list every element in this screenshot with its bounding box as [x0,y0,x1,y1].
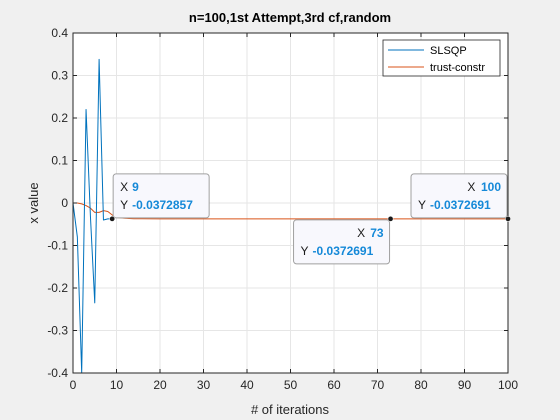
legend-label-slsqp: SLSQP [430,45,467,57]
ticks: 0 10 20 30 40 50 60 70 80 90 100 -0.4 -0.3 -0.2 -0.1 0 0… [47,26,518,392]
datatip-y-label: Y [120,198,128,212]
datatip-box [112,173,210,219]
datatip-x-value: 9 [132,180,139,194]
y-axis-label: x value [26,182,41,223]
x-tick-label: 100 [498,378,518,392]
x-tick-label: 20 [153,378,167,392]
y-tick-label: 0.2 [51,111,68,125]
datatip-y-value: -0.0372691 [430,198,491,212]
x-tick-label: 80 [414,378,428,392]
datatip-x-label: X [120,180,128,194]
y-tick-label: -0.2 [47,281,68,295]
datatip-marker [505,215,511,222]
chart-title: n=100,1st Attempt,3rd cf,random [189,10,391,25]
y-tick-label: 0.1 [51,154,68,168]
series-line-slsqp [72,58,113,374]
y-tick-label: -0.1 [47,239,68,253]
datatip-y-value: -0.0372857 [132,198,193,212]
y-tick-label: 0.4 [51,26,68,40]
datatip-x-label: X [357,226,365,240]
y-tick-label: -0.3 [47,324,68,338]
x-axis-label: # of iterations [251,402,330,417]
datatip-y-label: Y [301,244,309,258]
series-layer [72,58,509,374]
x-tick-label: 90 [458,378,472,392]
datatip-x-value: 73 [370,226,384,240]
datatip-marker [387,215,394,222]
datatip-x-label: X [467,180,475,194]
datatip-y-label: Y [418,198,426,212]
y-tick-label: 0 [61,196,68,210]
legend-label-trust-constr: trust-constr [430,62,485,74]
legend[interactable]: SLSQP trust-constr [382,39,501,77]
x-tick-label: 10 [110,378,124,392]
legend-box [382,39,501,77]
x-tick-label: 0 [70,378,77,392]
y-tick-label: -0.4 [47,366,68,380]
datatip-y-value: -0.0372691 [313,244,374,258]
datatip-box [293,219,391,265]
datatip-x-value: 100 [481,180,501,194]
datatip-box [410,173,508,219]
datatip-73: 73 X Y -0.0372691 [293,215,394,265]
x-tick-label: 40 [240,378,254,392]
x-tick-label: 30 [197,378,211,392]
y-tick-label: 0.3 [51,69,68,83]
datatip-9: X 9Y -0.0372857 [109,173,210,222]
x-tick-label: 70 [371,378,385,392]
datatip-100: 100 X Y -0.0372691 [410,173,511,222]
x-tick-label: 50 [284,378,298,392]
datatip-marker [109,215,116,222]
x-tick-label: 60 [327,378,341,392]
